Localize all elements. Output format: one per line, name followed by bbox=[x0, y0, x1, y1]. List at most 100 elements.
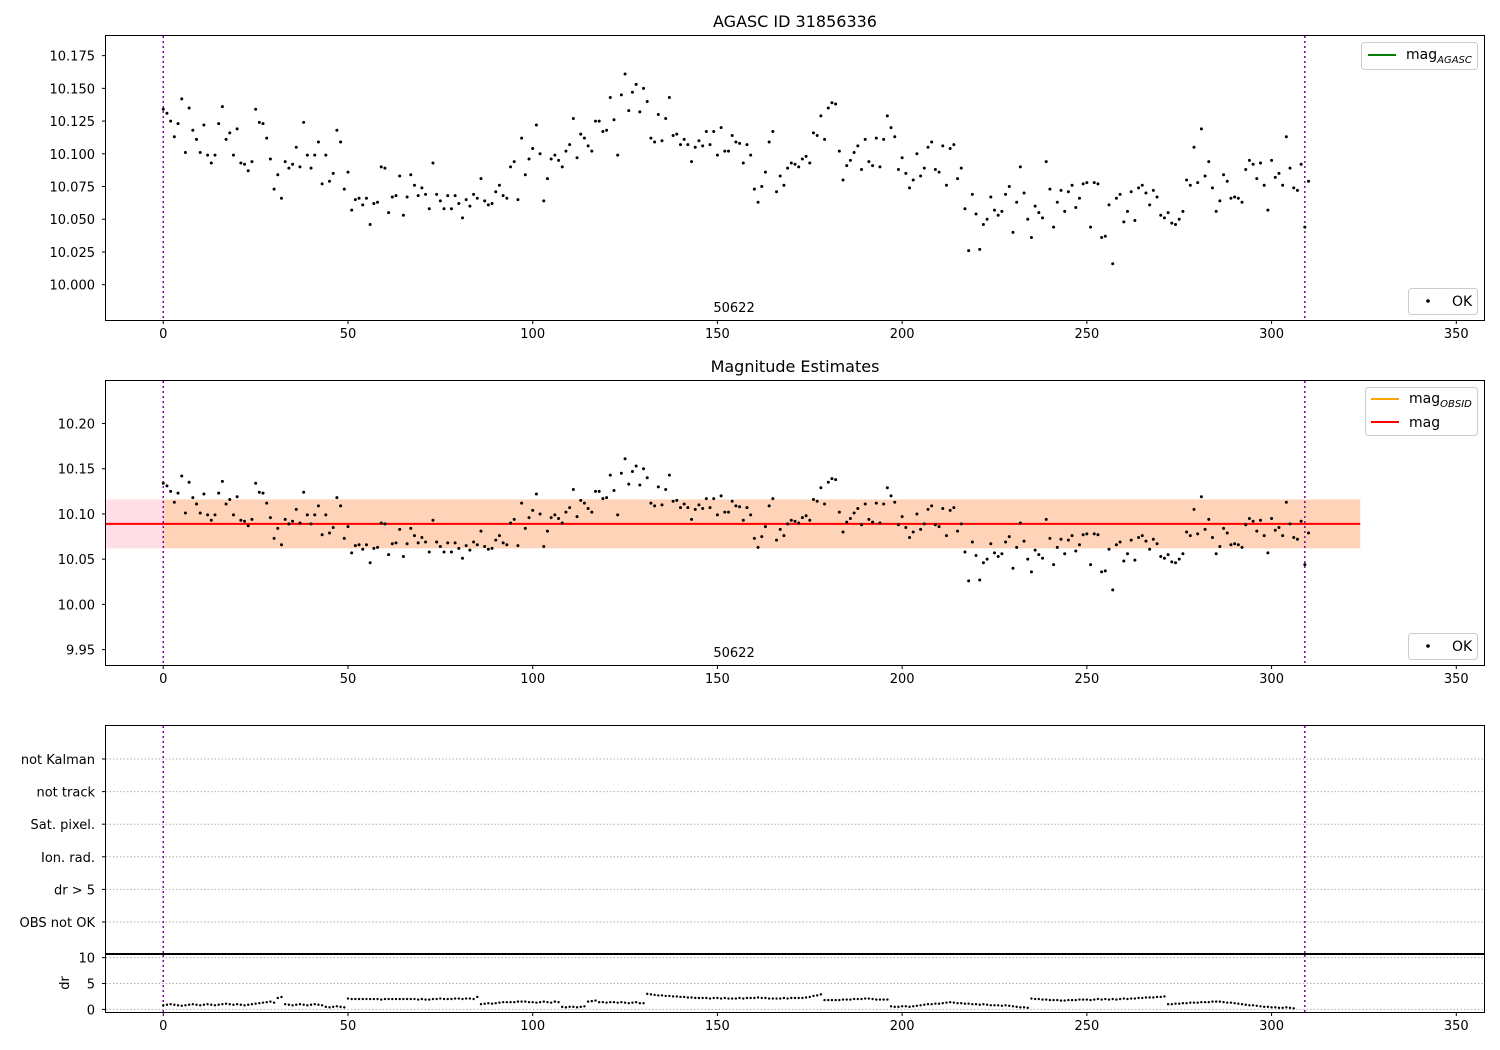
estimates-data-point bbox=[1244, 523, 1248, 527]
estimates-data-point bbox=[1089, 563, 1093, 567]
dr-data-point bbox=[1041, 998, 1044, 1001]
dr-data-point bbox=[1122, 997, 1125, 1000]
agasc-data-point bbox=[1199, 127, 1203, 131]
agasc-data-point bbox=[424, 192, 428, 196]
estimates-data-point bbox=[856, 507, 860, 511]
agasc-data-point bbox=[1303, 225, 1307, 229]
agasc-data-point bbox=[568, 143, 572, 147]
agasc-data-point bbox=[449, 207, 453, 211]
estimates-data-point bbox=[582, 501, 586, 505]
agasc-data-point bbox=[361, 203, 365, 207]
dr-data-point bbox=[280, 995, 283, 999]
agasc-ytick-label: 10.100 bbox=[50, 148, 96, 163]
dr-data-point bbox=[461, 997, 464, 1001]
agasc-line-legend[interactable]: magAGASC bbox=[1361, 42, 1478, 70]
dr-data-point bbox=[380, 998, 383, 1001]
estimates-data-point bbox=[472, 540, 476, 544]
estimates-data-point bbox=[1096, 533, 1100, 537]
dr-data-point bbox=[985, 1003, 989, 1006]
agasc-data-point bbox=[811, 131, 815, 135]
legend-label-mag-obsid: magOBSID bbox=[1409, 391, 1472, 410]
agasc-data-point bbox=[261, 122, 265, 126]
estimates-point-legend[interactable]: OK bbox=[1408, 633, 1478, 660]
agasc-data-point bbox=[1059, 188, 1063, 192]
dr-data-point bbox=[283, 1003, 287, 1006]
dr-data-point bbox=[767, 997, 771, 1000]
estimates-data-point bbox=[276, 526, 280, 530]
estimates-data-point bbox=[549, 516, 553, 520]
dr-data-point bbox=[675, 995, 678, 998]
estimates-data-point bbox=[778, 527, 782, 531]
estimates-xtick-label: 350 bbox=[1444, 672, 1469, 687]
agasc-data-point bbox=[1233, 195, 1237, 199]
agasc-data-point bbox=[841, 178, 845, 182]
dr-data-point bbox=[494, 1001, 497, 1005]
agasc-data-point bbox=[486, 203, 490, 207]
flag-row-label: Sat. pixel. bbox=[31, 818, 95, 833]
dr-data-point bbox=[213, 1004, 217, 1007]
dr-data-point bbox=[468, 997, 472, 1000]
estimates-data-point bbox=[335, 496, 339, 500]
dr-data-point bbox=[343, 1006, 346, 1009]
estimates-data-point bbox=[752, 536, 756, 540]
dr-data-point bbox=[653, 993, 656, 997]
agasc-data-point bbox=[549, 157, 553, 161]
estimates-data-point bbox=[1166, 553, 1170, 557]
estimates-data-point bbox=[664, 488, 668, 492]
estimates-data-point bbox=[1207, 517, 1211, 521]
estimates-data-point bbox=[723, 510, 727, 514]
agasc-data-point bbox=[1026, 217, 1030, 221]
estimates-data-point bbox=[1258, 518, 1262, 522]
dr-data-point bbox=[812, 994, 815, 998]
dr-data-point bbox=[1251, 1004, 1255, 1007]
agasc-data-point bbox=[490, 202, 494, 206]
dr-data-point bbox=[513, 1000, 516, 1004]
agasc-data-point bbox=[239, 161, 243, 165]
estimates-data-point bbox=[1148, 547, 1152, 551]
dr-data-point bbox=[863, 997, 867, 1000]
estimates-data-point bbox=[1203, 527, 1207, 531]
agasc-ytick-label: 10.125 bbox=[50, 115, 96, 130]
dr-data-point bbox=[638, 1001, 642, 1005]
estimates-data-point bbox=[786, 522, 790, 526]
dr-data-point bbox=[793, 996, 797, 1000]
dr-data-point bbox=[686, 996, 690, 999]
agasc-xtick-label: 150 bbox=[705, 327, 730, 342]
estimates-data-point bbox=[660, 503, 664, 507]
estimates-data-point bbox=[985, 557, 989, 561]
agasc-data-point bbox=[1148, 203, 1152, 207]
estimates-data-point bbox=[516, 544, 520, 548]
dr-data-point bbox=[269, 1000, 272, 1003]
estimates-data-point bbox=[804, 514, 808, 518]
estimates-xtick-label: 200 bbox=[890, 672, 915, 687]
estimates-data-point bbox=[638, 483, 642, 487]
agasc-data-point bbox=[712, 130, 716, 134]
estimates-data-point bbox=[283, 517, 287, 521]
estimates-data-point bbox=[978, 578, 982, 582]
agasc-data-point bbox=[438, 199, 442, 203]
agasc-point-legend[interactable]: OK bbox=[1408, 288, 1478, 315]
estimates-data-point bbox=[243, 519, 247, 523]
agasc-data-point bbox=[1077, 196, 1081, 200]
dr-data-point bbox=[930, 1003, 933, 1006]
agasc-data-point bbox=[372, 202, 376, 206]
estimates-points bbox=[161, 457, 1311, 592]
estimates-data-point bbox=[1100, 570, 1104, 574]
dr-data-point bbox=[169, 1003, 172, 1006]
estimates-data-point bbox=[505, 543, 509, 547]
agasc-data-point bbox=[671, 133, 675, 137]
dr-data-point bbox=[797, 996, 800, 1000]
agasc-data-point bbox=[734, 140, 738, 144]
dr-data-point bbox=[989, 1004, 993, 1007]
dr-data-point bbox=[1266, 1005, 1270, 1009]
agasc-data-point bbox=[771, 130, 775, 134]
agasc-data-point bbox=[1122, 220, 1126, 224]
dr-data-point bbox=[612, 1000, 616, 1004]
dr-data-point bbox=[457, 997, 461, 1000]
flag-row-label: not track bbox=[36, 786, 95, 801]
estimates-data-point bbox=[944, 534, 948, 538]
dr-data-point bbox=[779, 997, 782, 1000]
estimates-line-legend[interactable]: magOBSID mag bbox=[1365, 387, 1478, 436]
flag-row-label: OBS not OK bbox=[20, 916, 96, 931]
dr-data-point bbox=[1015, 1005, 1018, 1009]
